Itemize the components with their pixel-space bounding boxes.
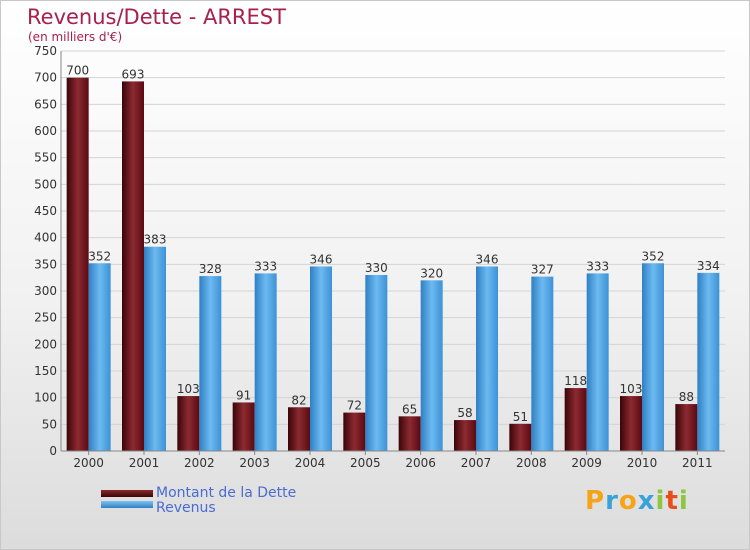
- data-label-debt: 88: [679, 390, 694, 404]
- proxiti-logo: Proxiti: [585, 486, 689, 516]
- bar-debt: [122, 81, 144, 452]
- bar-debt: [288, 407, 310, 451]
- data-label-revenue: 320: [420, 266, 443, 280]
- y-tick-label: 100: [34, 391, 57, 405]
- y-tick-label: 650: [34, 97, 57, 111]
- legend-label-revenue: Revenus: [156, 500, 216, 516]
- logo-letter: x: [637, 486, 656, 516]
- data-label-revenue: 352: [88, 249, 111, 263]
- bar-debt: [343, 412, 366, 451]
- x-tick-label: 2002: [184, 456, 215, 470]
- bar-revenue: [254, 273, 277, 451]
- logo-letter: r: [605, 486, 619, 516]
- y-tick-label: 250: [34, 311, 57, 325]
- x-tick-label: 2011: [682, 456, 713, 470]
- data-label-revenue: 333: [254, 259, 277, 273]
- data-label-revenue: 346: [310, 252, 333, 266]
- bar-revenue: [310, 266, 332, 451]
- data-label-revenue: 333: [586, 259, 609, 273]
- logo-letter: i: [655, 486, 666, 516]
- x-tick-label: 2000: [73, 456, 104, 470]
- chart-title: Revenus/Dette - ARREST: [27, 5, 286, 29]
- bar-revenue: [199, 276, 222, 451]
- data-label-debt: 118: [564, 374, 587, 388]
- bar-revenue: [420, 280, 443, 451]
- y-tick-label: 550: [34, 151, 57, 165]
- bar-revenue: [642, 263, 664, 451]
- y-tick-label: 50: [42, 417, 57, 431]
- data-label-debt: 103: [620, 382, 643, 396]
- data-label-revenue: 352: [642, 249, 665, 263]
- x-tick-label: 2003: [239, 456, 270, 470]
- y-tick-label: 750: [34, 44, 57, 58]
- y-tick-label: 600: [34, 124, 57, 138]
- bar-revenue: [697, 272, 720, 451]
- data-label-debt: 693: [122, 67, 145, 81]
- y-tick-label: 400: [34, 231, 57, 245]
- logo-letter: P: [585, 486, 606, 516]
- logo-letter: o: [618, 486, 638, 516]
- x-tick-label: 2001: [129, 456, 160, 470]
- data-label-debt: 700: [66, 64, 89, 78]
- data-label-debt: 103: [177, 382, 200, 396]
- x-tick-label: 2007: [461, 456, 492, 470]
- y-tick-label: 350: [34, 257, 57, 271]
- y-tick-label: 200: [34, 337, 57, 351]
- bar-debt: [620, 396, 642, 451]
- data-label-debt: 65: [402, 402, 417, 416]
- bar-debt: [398, 416, 421, 451]
- bar-debt: [177, 396, 200, 451]
- y-tick-label: 150: [34, 364, 57, 378]
- axes: 0 50 100 150 200 250 300 350 400 450 500 550 600 650 7…: [34, 44, 725, 470]
- logo-letter: i: [678, 486, 689, 516]
- data-label-revenue: 383: [144, 233, 167, 247]
- bar-debt: [675, 404, 698, 451]
- bar-revenue: [476, 266, 498, 451]
- data-label-debt: 58: [457, 406, 472, 420]
- legend-swatch-revenue: [101, 501, 153, 508]
- legend-swatch-debt: [101, 490, 153, 497]
- data-label-revenue: 327: [531, 263, 554, 277]
- x-tick-label: 2010: [627, 456, 658, 470]
- data-label-debt: 72: [347, 399, 362, 413]
- bar-revenue: [365, 275, 388, 451]
- legend-label-debt: Montant de la Dette: [156, 485, 297, 501]
- y-tick-label: 700: [34, 71, 57, 85]
- bar-debt: [66, 77, 89, 452]
- bar-revenue: [586, 273, 609, 451]
- chart-subtitle: (en milliers d'€): [28, 30, 123, 44]
- x-tick-label: 2009: [571, 456, 602, 470]
- y-tick-label: 300: [34, 284, 57, 298]
- x-tick-label: 2008: [516, 456, 547, 470]
- bar-revenue: [88, 263, 111, 451]
- y-tick-label: 500: [34, 177, 57, 191]
- data-label-revenue: 334: [697, 259, 720, 273]
- x-tick-label: 2005: [350, 456, 381, 470]
- data-label-revenue: 330: [365, 261, 388, 275]
- data-label-debt: 82: [291, 393, 306, 407]
- data-label-debt: 51: [513, 410, 528, 424]
- bar-debt: [509, 423, 532, 451]
- y-tick-label: 0: [49, 444, 57, 458]
- bar-debt: [564, 388, 587, 451]
- bar-debt: [232, 402, 255, 451]
- data-label-revenue: 328: [199, 262, 222, 276]
- bar-revenue: [144, 246, 166, 451]
- bar-debt: [454, 420, 476, 451]
- x-tick-label: 2006: [405, 456, 436, 470]
- logo-letter: t: [665, 486, 679, 516]
- data-label-revenue: 346: [476, 252, 499, 266]
- bar-revenue: [531, 276, 554, 451]
- data-label-debt: 91: [236, 388, 251, 402]
- y-tick-label: 450: [34, 204, 57, 218]
- x-tick-label: 2004: [295, 456, 326, 470]
- data-labels: 700 352 693 383 103 328 91 333 82 346 72 330 65 320 58…: [66, 64, 720, 424]
- bars: [66, 77, 720, 452]
